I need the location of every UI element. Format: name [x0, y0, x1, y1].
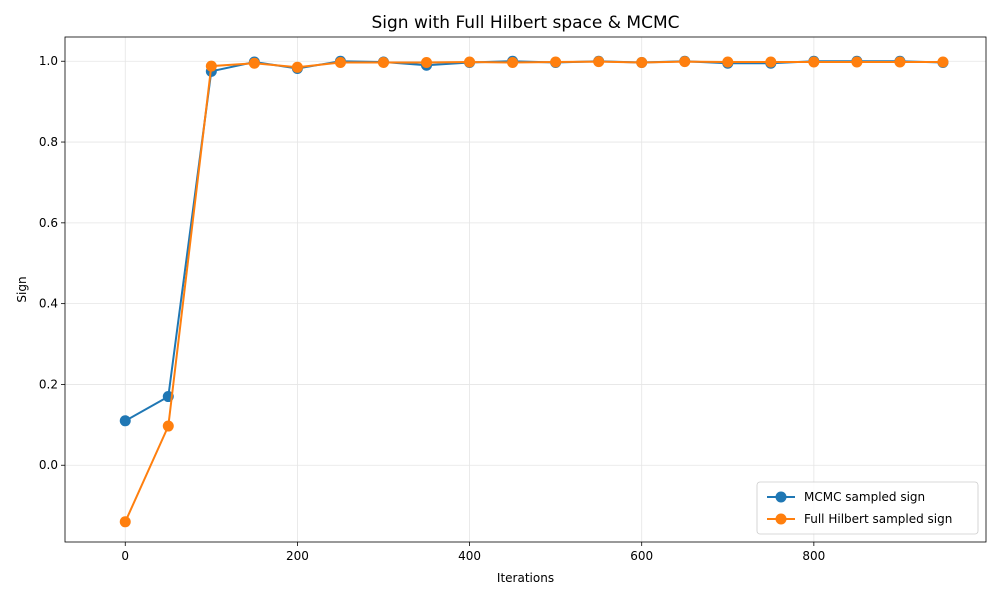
tick-layer: 0 200 400 600 800 0.0 0.2 0.4 0.6 0.8 1.0 [39, 54, 825, 563]
legend-series-2-label: Full Hilbert sampled sign [804, 512, 952, 526]
legend-series-2-swatch-marker [775, 513, 787, 525]
y-tick-label: 0.6 [39, 216, 58, 230]
x-tick-label: 600 [630, 549, 653, 563]
series-2-point [248, 57, 260, 69]
x-tick-label: 200 [286, 549, 309, 563]
y-tick-label: 1.0 [39, 54, 58, 68]
series-2-point [722, 56, 734, 68]
legend-series-1-swatch-marker [775, 491, 787, 503]
y-tick-label: 0.0 [39, 458, 58, 472]
series-2-point [550, 56, 562, 68]
series-2-point [421, 56, 433, 68]
legend-series-1-label: MCMC sampled sign [804, 490, 925, 504]
series-2-point [119, 516, 131, 528]
y-axis-label: Sign [15, 276, 29, 302]
series-1-point [119, 415, 131, 427]
x-tick-label: 800 [802, 549, 825, 563]
series-2-point [937, 56, 949, 68]
series-2-point [593, 56, 605, 68]
series-2-point [851, 56, 863, 68]
series-2-point [765, 56, 777, 68]
series-2-point [377, 56, 389, 68]
series-2-point [894, 56, 906, 68]
series-2-point [334, 56, 346, 68]
y-tick-label: 0.8 [39, 135, 58, 149]
series-2-line [124, 60, 943, 523]
legend-box [756, 481, 979, 535]
series-2-point [162, 420, 174, 432]
series-2-point [808, 56, 820, 68]
legend: MCMC sampled sign Full Hilbert sampled si… [756, 481, 979, 535]
y-tick-label: 0.4 [39, 297, 58, 311]
series-2-point [679, 56, 691, 68]
y-tick-label: 0.2 [39, 377, 58, 391]
series-2-point [291, 61, 303, 73]
x-tick-label: 0 [121, 549, 129, 563]
series-2-point [205, 60, 217, 72]
series-2-point [507, 56, 519, 68]
series-2-point [636, 56, 648, 68]
series-layer [119, 55, 949, 528]
series-2-point [464, 56, 476, 68]
x-tick-label: 400 [458, 549, 481, 563]
chart-title: Sign with Full Hilbert space & MCMC [372, 13, 680, 33]
x-axis-label: Iterations [497, 571, 554, 585]
axes-frame [64, 36, 987, 543]
